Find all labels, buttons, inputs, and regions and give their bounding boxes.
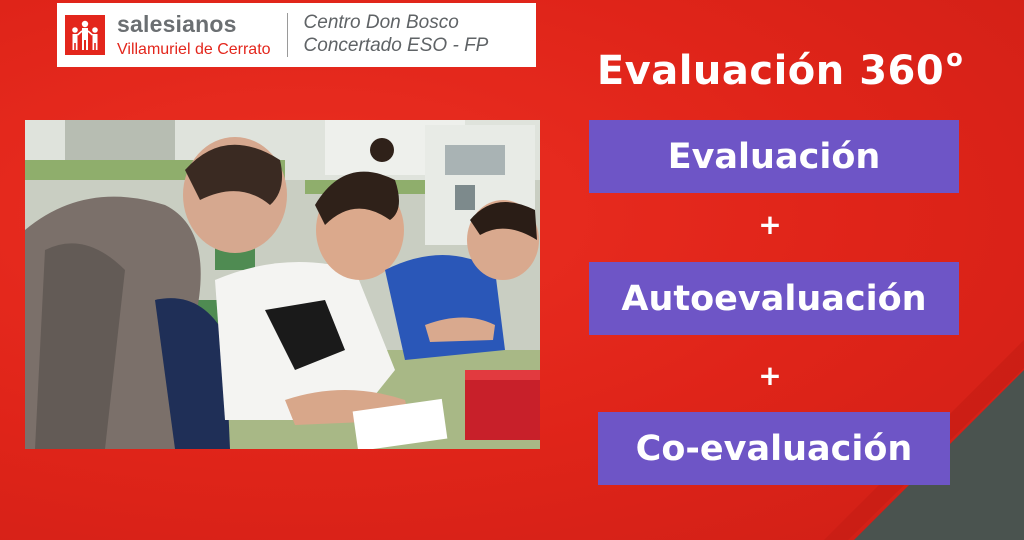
coevaluacion-box: Co-evaluación xyxy=(598,412,950,485)
slide-title-text: Evaluación 360 xyxy=(596,48,945,94)
students-working-at-desk-photo xyxy=(25,120,540,449)
plus-sign: + xyxy=(758,359,782,392)
autoevaluacion-box: Autoevaluación xyxy=(589,262,959,335)
slide-title: Evaluación 360o xyxy=(560,44,1000,94)
logo-divider xyxy=(286,13,288,57)
logo-center-line2: Concertado ESO - FP xyxy=(303,35,489,56)
evaluacion-box: Evaluación xyxy=(589,120,959,193)
degree-symbol: o xyxy=(946,44,964,72)
logo-location: Villamuriel de Cerrato xyxy=(117,40,271,58)
logo-center-line1: Centro Don Bosco xyxy=(303,12,459,34)
logo-text: salesianos Villamuriel de Cerrato xyxy=(117,10,271,58)
logo-brand: salesianos xyxy=(117,10,237,37)
salesianos-figures-icon xyxy=(65,15,105,55)
logo-center-info: Centro Don Bosco Concertado ESO - FP xyxy=(304,12,489,58)
plus-sign: + xyxy=(758,208,782,241)
logo-banner: salesianos Villamuriel de Cerrato Centro… xyxy=(57,3,536,67)
